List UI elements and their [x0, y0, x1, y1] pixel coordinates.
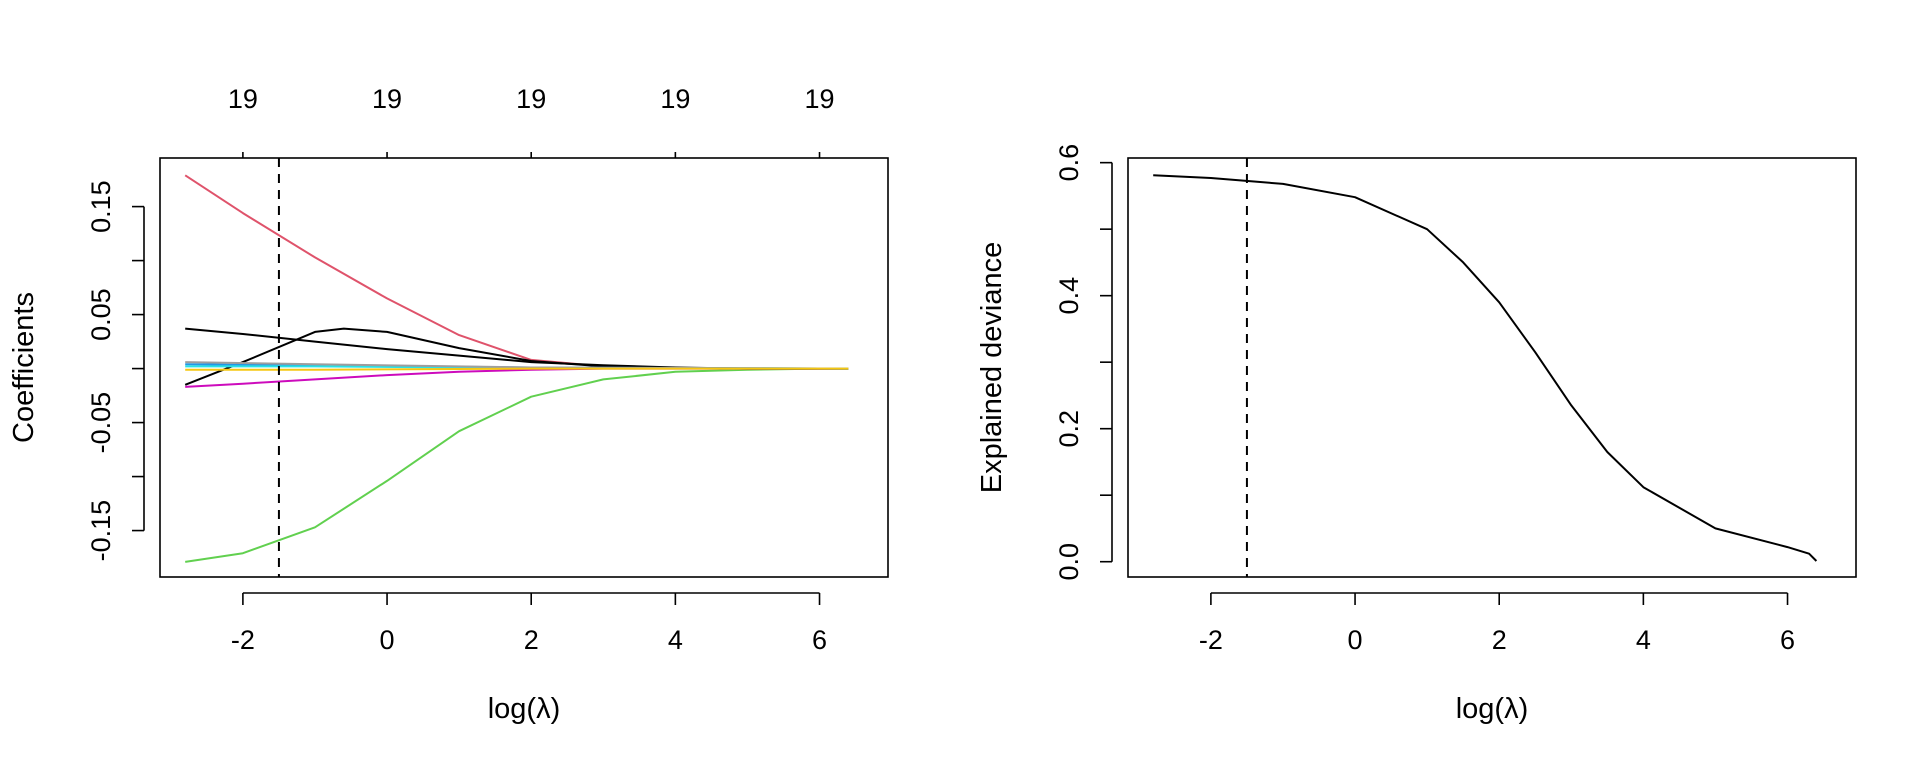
y-tick-label: -0.15: [86, 500, 116, 562]
x-tick-label: 0: [1348, 625, 1363, 655]
y-tick-label: 0.6: [1054, 144, 1084, 182]
x-tick-label: -2: [231, 625, 255, 655]
y-tick-label: 0.0: [1054, 543, 1084, 581]
top-tick-label: 19: [372, 84, 402, 114]
top-tick-label: 19: [660, 84, 690, 114]
x-tick-label: 4: [668, 625, 683, 655]
x-tick-label: 4: [1636, 625, 1651, 655]
deviance-series: [1153, 158, 1818, 577]
plot-frame: [159, 157, 889, 578]
y-tick-label: 0.05: [86, 288, 116, 341]
x-tick-label: 2: [524, 625, 539, 655]
coefficient-series: [184, 158, 849, 577]
y-axis: 0.0 0.2 0.4 0.6: [1054, 144, 1113, 581]
series-line-0: [184, 174, 849, 370]
top-axis: 19 19 19 19 19: [228, 84, 835, 158]
top-tick-label: 19: [228, 84, 258, 114]
series-line-8: [185, 367, 849, 371]
y-tick-label: 0.4: [1054, 277, 1084, 315]
series-line-2: [184, 327, 849, 386]
plot-frame: [1127, 157, 1857, 578]
x-axis: -2 0 2 4 6: [231, 592, 827, 655]
x-axis-title: log(λ): [488, 693, 561, 725]
top-tick-label: 19: [805, 84, 835, 114]
series-line-0: [1153, 174, 1818, 562]
deviance-panel: -2 0 2 4 6 0.0 0.2 0.4 0.6 log(λ) Explained dev…: [976, 144, 1857, 725]
x-tick-label: 6: [812, 625, 827, 655]
y-axis-title: Explained deviance: [976, 242, 1008, 494]
y-tick-label: 0.2: [1054, 410, 1084, 448]
x-tick-label: 0: [380, 625, 395, 655]
y-tick-label: 0.15: [86, 180, 116, 233]
y-axis-title: Coefficients: [8, 292, 40, 443]
series-line-1: [185, 367, 849, 563]
y-tick-label: -0.05: [86, 392, 116, 454]
x-tick-label: 2: [1492, 625, 1507, 655]
x-axis-title: log(λ): [1456, 693, 1529, 725]
top-tick-label: 19: [516, 84, 546, 114]
coefficients-panel: -2 0 2 4 6 -0.15 -0.05 0.05 0.15 19 19 19 19 19 log…: [8, 84, 889, 725]
y-axis: -0.15 -0.05 0.05 0.15: [86, 180, 145, 562]
x-axis: -2 0 2 4 6: [1199, 592, 1795, 655]
x-tick-label: 6: [1780, 625, 1795, 655]
x-tick-label: -2: [1199, 625, 1223, 655]
series-line-4: [185, 367, 849, 388]
series-line-3: [185, 327, 849, 370]
